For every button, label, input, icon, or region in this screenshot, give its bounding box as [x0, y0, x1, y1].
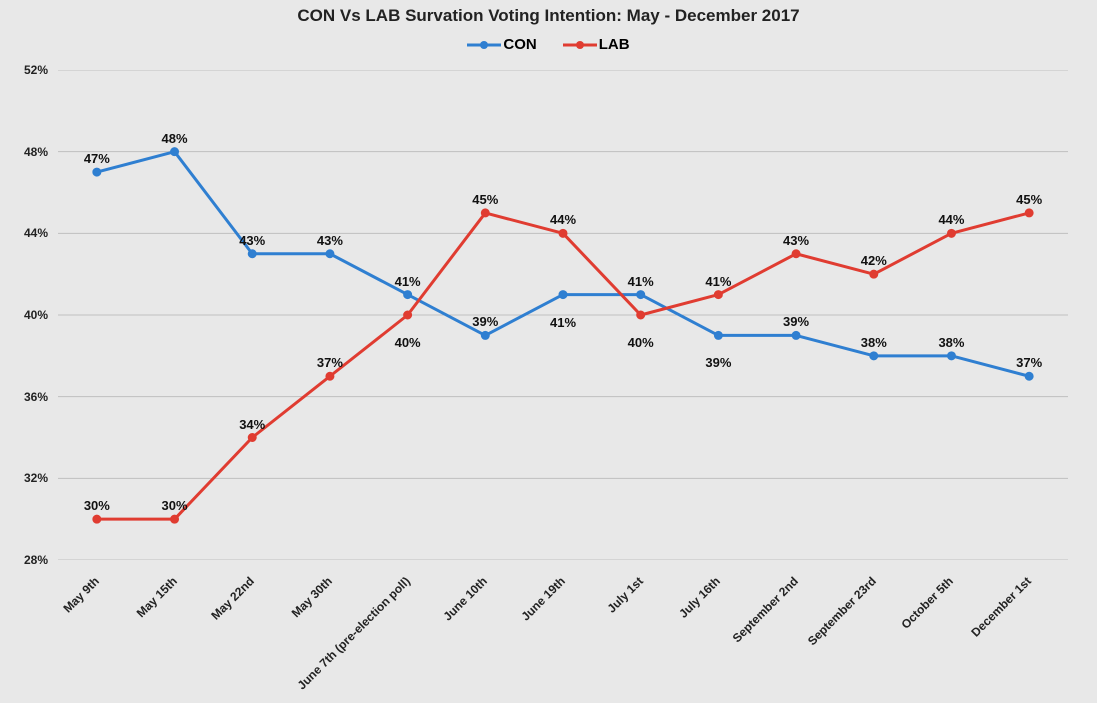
legend-item-con: CON [467, 36, 536, 53]
chart-title: CON Vs LAB Survation Voting Intention: M… [0, 6, 1097, 26]
data-label-lab: 43% [783, 233, 809, 248]
data-label-lab: 30% [84, 498, 110, 513]
x-tick-label: July 1st [604, 574, 646, 616]
y-axis: 28%32%36%40%44%48%52% [0, 70, 48, 560]
data-label-con: 43% [317, 233, 343, 248]
data-label-con: 39% [705, 355, 731, 370]
chart-container: CON Vs LAB Survation Voting Intention: M… [0, 0, 1097, 703]
legend-swatch-lab [563, 38, 597, 52]
data-label-con: 37% [1016, 355, 1042, 370]
x-tick-label: May 9th [60, 574, 101, 615]
data-label-lab: 42% [861, 253, 887, 268]
y-tick-label: 36% [24, 390, 48, 404]
y-tick-label: 28% [24, 553, 48, 567]
data-label-con: 41% [628, 274, 654, 289]
data-label-lab: 41% [705, 274, 731, 289]
data-label-con: 38% [938, 335, 964, 350]
data-label-con: 38% [861, 335, 887, 350]
x-tick-label: May 22nd [209, 574, 258, 623]
data-label-con: 41% [550, 315, 576, 330]
data-label-lab: 40% [628, 335, 654, 350]
data-label-lab: 30% [162, 498, 188, 513]
y-tick-label: 40% [24, 308, 48, 322]
data-label-lab: 44% [938, 212, 964, 227]
x-tick-label: June 10th [441, 574, 491, 624]
data-label-con: 39% [783, 314, 809, 329]
x-tick-label: July 16th [677, 574, 724, 621]
data-label-con: 48% [162, 131, 188, 146]
x-tick-label: December 1st [969, 574, 1035, 640]
x-tick-label: September 23rd [805, 574, 879, 648]
legend-label-lab: LAB [599, 36, 630, 53]
data-label-con: 41% [395, 274, 421, 289]
legend-label-con: CON [503, 36, 536, 53]
y-tick-label: 48% [24, 145, 48, 159]
y-tick-label: 44% [24, 226, 48, 240]
x-axis: May 9thMay 15thMay 22ndMay 30thJune 7th … [58, 572, 1068, 702]
legend: CON LAB [0, 36, 1097, 53]
plot-area: 47% 48% 43% 43% 41% 39% 41% 41% 39% 39% 38% 38% 37% 3… [58, 70, 1068, 560]
data-label-lab: 44% [550, 212, 576, 227]
legend-swatch-con [467, 38, 501, 52]
x-tick-label: June 19th [518, 574, 568, 624]
y-tick-label: 52% [24, 63, 48, 77]
y-tick-label: 32% [24, 471, 48, 485]
data-label-lab: 45% [1016, 192, 1042, 207]
legend-item-lab: LAB [563, 36, 630, 53]
x-tick-label: September 2nd [730, 574, 801, 645]
data-label-lab: 37% [317, 355, 343, 370]
data-label-lab: 45% [472, 192, 498, 207]
data-label-con: 47% [84, 151, 110, 166]
data-label-con: 43% [239, 233, 265, 248]
data-label-lab: 34% [239, 417, 265, 432]
x-tick-label: May 15th [133, 574, 179, 620]
data-label-con: 39% [472, 314, 498, 329]
data-label-lab: 40% [395, 335, 421, 350]
x-tick-label: October 5th [899, 574, 957, 632]
x-tick-label: May 30th [289, 574, 335, 620]
